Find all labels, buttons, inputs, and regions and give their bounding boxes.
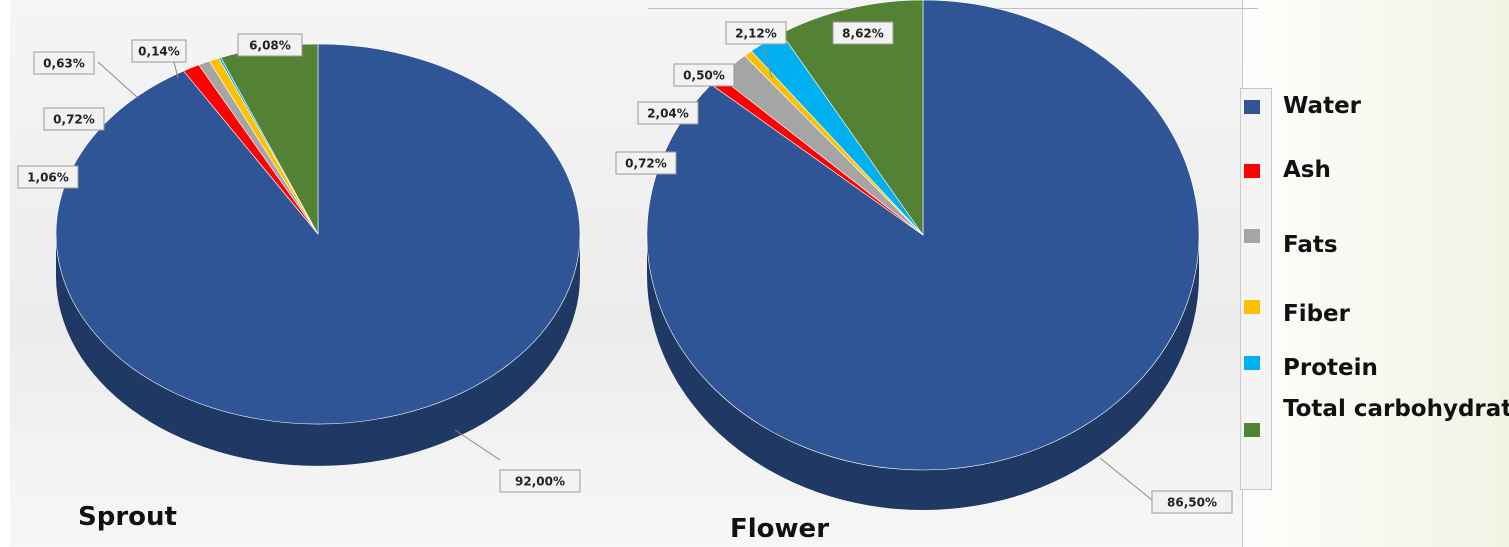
legend-label-protein: Protein (1283, 355, 1378, 381)
flower-side-water (647, 235, 1199, 510)
flower-data-label-text-ash: 0,72% (625, 157, 667, 171)
flower-data-label-fiber: 0,50% (673, 63, 735, 87)
flower-data-label-text-total-carbohydrates: 8,62% (842, 27, 884, 41)
flower-slice-total-carbohydrates (780, 0, 924, 236)
sprout-data-label-total-carbohydrates: 6,08% (237, 33, 303, 57)
legend-label-ash: Ash (1283, 157, 1331, 183)
sprout-data-label-fats: 0,72% (43, 107, 105, 131)
legend-label-total-carbohydrates: Total carbohydrates (1283, 396, 1509, 422)
flower-data-label-text-protein: 2,12% (735, 27, 777, 41)
sprout-pie-title: Sprout (78, 502, 177, 532)
sprout-side-water (56, 234, 580, 466)
flower-pie-title: Flower (730, 514, 830, 544)
flower-data-label-text-fiber: 0,50% (683, 69, 725, 83)
legend-swatch-total-carbohydrates (1244, 423, 1260, 437)
legend-swatch-ash (1244, 164, 1260, 178)
flower-data-label-water: 86,50% (1151, 490, 1233, 514)
sprout-pie-side (56, 234, 580, 466)
flower-pie: 86,50% 0,72% 2,04% 0,50% 2,12% 8,62% (615, 0, 1233, 514)
flower-data-label-fats: 2,04% (637, 101, 699, 125)
legend-label-water: Water (1283, 93, 1362, 119)
flower-pie-side (647, 235, 1199, 510)
sprout-data-label-text-water: 92,00% (515, 475, 565, 489)
flower-data-label-ash: 0,72% (615, 151, 677, 175)
legend-swatch-water (1244, 100, 1260, 114)
sprout-data-label-fiber: 0,63% (33, 51, 95, 75)
sprout-leader-fiber (97, 61, 139, 99)
sprout-data-label-text-total-carbohydrates: 6,08% (249, 39, 291, 53)
sprout-leader-water (454, 429, 501, 461)
sprout-data-label-text-fats: 0,72% (53, 113, 95, 127)
legend-label-fats: Fats (1283, 232, 1338, 258)
flower-data-label-text-water: 86,50% (1167, 496, 1217, 510)
legend-swatch-fats (1244, 229, 1260, 243)
flower-data-label-text-fats: 2,04% (647, 107, 689, 121)
sprout-data-label-text-ash: 1,06% (27, 171, 69, 185)
flower-leader-water (1099, 457, 1153, 501)
sprout-data-label-text-fiber: 0,63% (43, 57, 85, 71)
legend-swatch-fiber (1244, 300, 1260, 314)
sprout-data-label-water: 92,00% (499, 469, 581, 493)
sprout-pie: 92,00% 1,06% 0,72% 0,63% 0,14% 6,08% (17, 33, 581, 493)
sprout-data-label-text-protein: 0,14% (138, 45, 180, 59)
sprout-data-label-protein: 0,14% (131, 39, 187, 63)
flower-data-label-protein: 2,12% (725, 21, 787, 45)
legend-swatch-protein (1244, 356, 1260, 370)
flower-data-label-total-carbohydrates: 8,62% (832, 21, 894, 45)
sprout-data-label-ash: 1,06% (17, 165, 79, 189)
legend-label-fiber: Fiber (1283, 301, 1351, 327)
